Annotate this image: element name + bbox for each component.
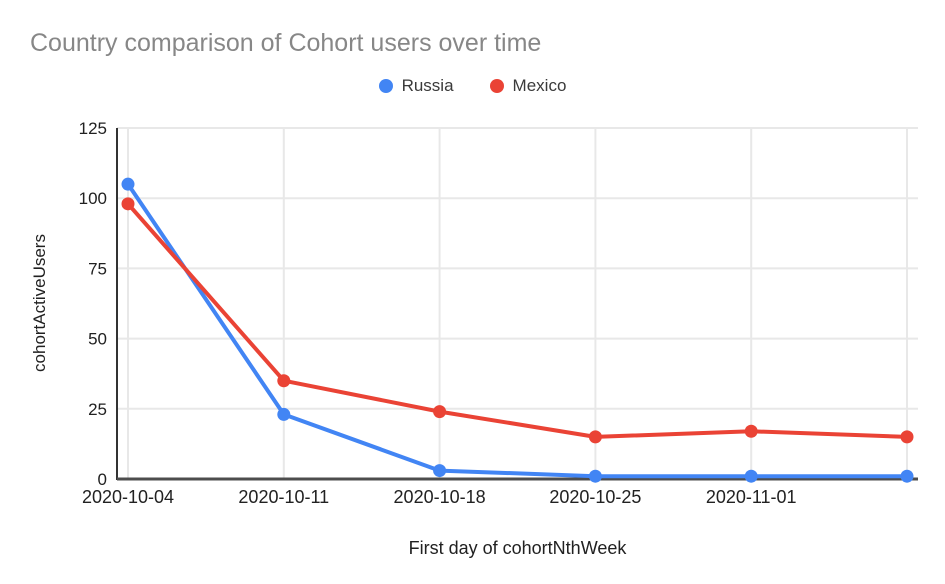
legend-dot-mexico-icon bbox=[489, 79, 504, 93]
legend-label-mexico: Mexico bbox=[512, 76, 567, 95]
data-point-russia-1[interactable] bbox=[277, 407, 291, 421]
data-point-russia-3[interactable] bbox=[588, 469, 602, 483]
y-tick-label: 50 bbox=[88, 330, 107, 349]
data-point-mexico-2[interactable] bbox=[433, 405, 447, 419]
data-point-russia-2[interactable] bbox=[433, 464, 447, 478]
x-tick-label: 2020-10-11 bbox=[238, 487, 329, 507]
data-point-mexico-3[interactable] bbox=[588, 430, 602, 444]
y-tick-label: 25 bbox=[88, 400, 107, 419]
x-tick-label: 2020-10-04 bbox=[82, 487, 174, 507]
y-tick-label: 125 bbox=[79, 119, 107, 138]
data-point-mexico-0[interactable] bbox=[121, 197, 135, 211]
data-point-russia-0[interactable] bbox=[121, 177, 135, 191]
legend-item-mexico[interactable]: Mexico bbox=[489, 76, 567, 96]
data-point-mexico-4[interactable] bbox=[744, 424, 758, 438]
data-point-russia-4[interactable] bbox=[744, 469, 758, 483]
legend-label-russia: Russia bbox=[401, 76, 454, 95]
legend-item-russia[interactable]: Russia bbox=[378, 76, 454, 96]
data-point-mexico-1[interactable] bbox=[277, 374, 291, 388]
legend-dot-russia-icon bbox=[378, 79, 393, 93]
x-tick-label: 2020-10-25 bbox=[549, 487, 641, 507]
series-line-russia bbox=[126, 182, 909, 479]
data-point-mexico-5[interactable] bbox=[900, 430, 914, 444]
y-tick-label: 0 bbox=[98, 470, 107, 489]
x-tick-label: 2020-11-01 bbox=[706, 487, 797, 507]
chart-title: Country comparison of Cohort users over … bbox=[30, 29, 542, 57]
y-tick-label: 100 bbox=[79, 189, 107, 208]
chart-legend: Russia Mexico bbox=[0, 76, 945, 96]
series-line-mexico bbox=[126, 201, 909, 439]
y-tick-label: 75 bbox=[88, 259, 107, 278]
data-point-russia-5[interactable] bbox=[900, 469, 914, 483]
x-axis-title: First day of cohortNthWeek bbox=[408, 538, 627, 558]
x-tick-label: 2020-10-18 bbox=[394, 487, 486, 507]
